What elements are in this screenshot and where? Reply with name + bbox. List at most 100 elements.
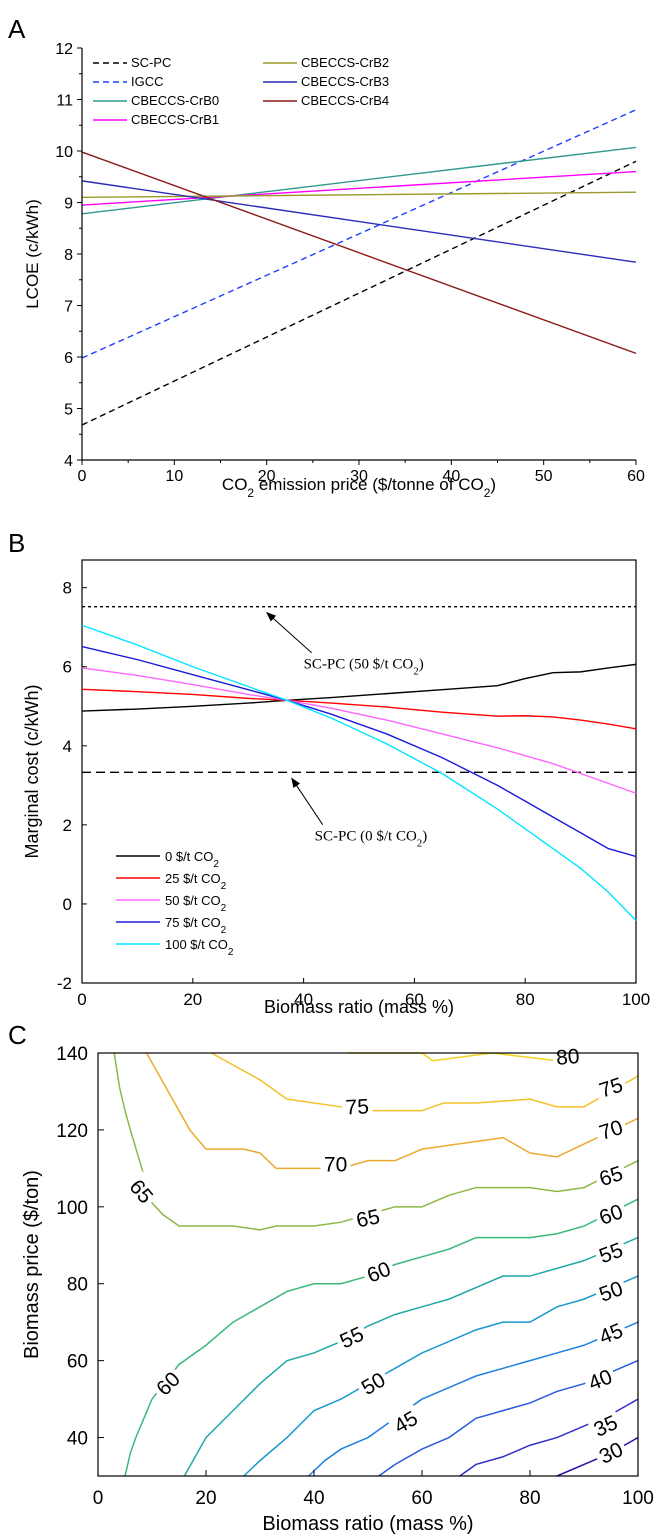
contour-label-bg — [592, 1234, 629, 1268]
y-tick-label: 100 — [56, 1198, 88, 1219]
series-line-cbeccs-crb0 — [81, 146, 637, 215]
contour-label-bg — [591, 1433, 629, 1469]
annotation-arrow — [266, 611, 312, 654]
y-tick-label: 9 — [64, 196, 73, 213]
x-axis-title: Biomass ratio (mass %) — [264, 997, 454, 1017]
contour-line-75 — [211, 1052, 639, 1112]
y-axis-title: LCOE (c/kWh) — [23, 199, 42, 309]
legend-entry-part: 2 — [221, 903, 227, 914]
series-line-cbeccs-crb1 — [81, 170, 637, 206]
y-tick-label: 4 — [63, 737, 72, 756]
contour-label-group: 70 — [592, 1111, 629, 1145]
x-tick-label: 100 — [622, 990, 650, 1009]
annotation-text-part: 2 — [417, 838, 423, 850]
legend-entry: CBECCS-CrB3 — [301, 74, 389, 89]
contour-label-group: 45 — [591, 1315, 629, 1349]
contour-label: 45 — [390, 1407, 422, 1439]
legend-entry-part: 2 — [228, 947, 234, 958]
series-line-igcc — [81, 109, 637, 359]
y-tick-label: 11 — [56, 93, 73, 110]
series-line-cbeccs-crb3 — [81, 180, 637, 263]
annotation-text: SC-PC (50 $/t CO2) — [304, 657, 424, 678]
contour-label-bg — [359, 1253, 397, 1288]
contour-line-40 — [378, 1359, 639, 1477]
legend-entry: SC-PC — [131, 55, 171, 70]
contour-label-group: 60 — [359, 1253, 397, 1288]
x-tick-label: 50 — [535, 468, 553, 485]
x-tick-label: 0 — [77, 990, 86, 1009]
y-tick-label: 60 — [67, 1352, 88, 1373]
series-line — [81, 663, 637, 712]
legend-entry: 50 $/t CO2 — [165, 893, 227, 914]
contour-label-bg — [581, 1361, 618, 1395]
legend-entry: 75 $/t CO2 — [165, 915, 227, 936]
contour-label-bg — [123, 1170, 162, 1210]
contour-label-group: 65 — [123, 1170, 162, 1210]
annotation-text-part: SC-PC (50 $/t CO — [304, 657, 414, 673]
panel-label-c: C — [8, 1020, 27, 1050]
series-line-cbeccs-crb4 — [81, 151, 637, 355]
contour-label-bg — [353, 1364, 392, 1400]
contour-label-bg — [592, 1196, 629, 1230]
contour-label-bg — [592, 1111, 629, 1145]
y-tick-label: 2 — [63, 816, 72, 835]
contour-label-bg — [592, 1069, 629, 1102]
annotation-arrow — [291, 777, 324, 825]
legend-entry: 25 $/t CO2 — [165, 871, 227, 892]
contour-label-group: 30 — [591, 1433, 629, 1469]
y-tick-label: 5 — [64, 402, 73, 419]
y-tick-label: 120 — [56, 1121, 88, 1142]
x-axis-title-part: ) — [490, 475, 496, 494]
plot-frame — [97, 1052, 639, 1477]
annotation-text-part: 2 — [413, 666, 419, 678]
y-tick-label: 8 — [63, 579, 72, 598]
y-axis-title: Marginal cost (c/kWh) — [22, 684, 42, 858]
series-line — [81, 688, 637, 730]
x-tick-label: 100 — [622, 1488, 654, 1509]
legend-entry: IGCC — [131, 74, 164, 89]
contour-label-group: 70 — [320, 1150, 351, 1177]
contour-label: 70 — [324, 1154, 347, 1177]
panel-b: BSC-PC (50 $/t CO2)SC-PC (0 $/t CO2)0 20 4… — [8, 528, 650, 1017]
x-tick-label: 60 — [411, 1488, 432, 1509]
y-tick-label: 40 — [67, 1429, 88, 1450]
contour-label: 80 — [555, 1045, 580, 1070]
legend-entry: CBECCS-CrB2 — [301, 55, 389, 70]
contour-line-60 — [124, 1198, 639, 1477]
x-axis-title-part: emission price ($/tonne of CO — [254, 475, 484, 494]
legend-entry: 0 $/t CO2 — [165, 849, 219, 870]
x-tick-label: 30 — [350, 468, 368, 485]
annotation-text: SC-PC (0 $/t CO2) — [315, 829, 428, 850]
x-axis-title: Biomass ratio (mass %) — [262, 1513, 473, 1535]
legend-entry: 100 $/t CO2 — [165, 937, 234, 958]
y-tick-label: 6 — [63, 658, 72, 677]
x-axis-title-part: 2 — [247, 486, 254, 500]
legend-entry-part: 25 $/t CO — [165, 871, 221, 886]
contour-label-bg — [147, 1363, 186, 1402]
x-axis-title-part: 2 — [484, 486, 491, 500]
x-tick-label: 40 — [442, 468, 460, 485]
contour-label-group: 80 — [551, 1041, 584, 1070]
contour-label-group: 65 — [592, 1158, 629, 1191]
x-axis-title-part: CO — [222, 475, 248, 494]
contour-label-group: 75 — [341, 1092, 373, 1119]
contour-label-bg — [592, 1273, 629, 1306]
x-tick-label: 20 — [183, 990, 202, 1009]
annotation-text-part: SC-PC (0 $/t CO — [315, 829, 417, 845]
legend-entry-part: 2 — [221, 925, 227, 936]
contour-label-bg — [385, 1402, 424, 1439]
x-tick-label: 20 — [258, 468, 276, 485]
legend-entry-part: 0 $/t CO — [165, 849, 213, 864]
contour-label-group: 75 — [592, 1069, 629, 1103]
contour-label-bg — [591, 1315, 629, 1349]
series-line — [81, 624, 637, 922]
x-tick-label: 20 — [195, 1488, 216, 1509]
x-tick-label: 40 — [294, 990, 313, 1009]
annotation-text-part: ) — [422, 829, 427, 845]
plot-frame — [81, 559, 637, 984]
x-tick-label: 80 — [516, 990, 535, 1009]
contour-label-bg — [551, 1041, 584, 1069]
